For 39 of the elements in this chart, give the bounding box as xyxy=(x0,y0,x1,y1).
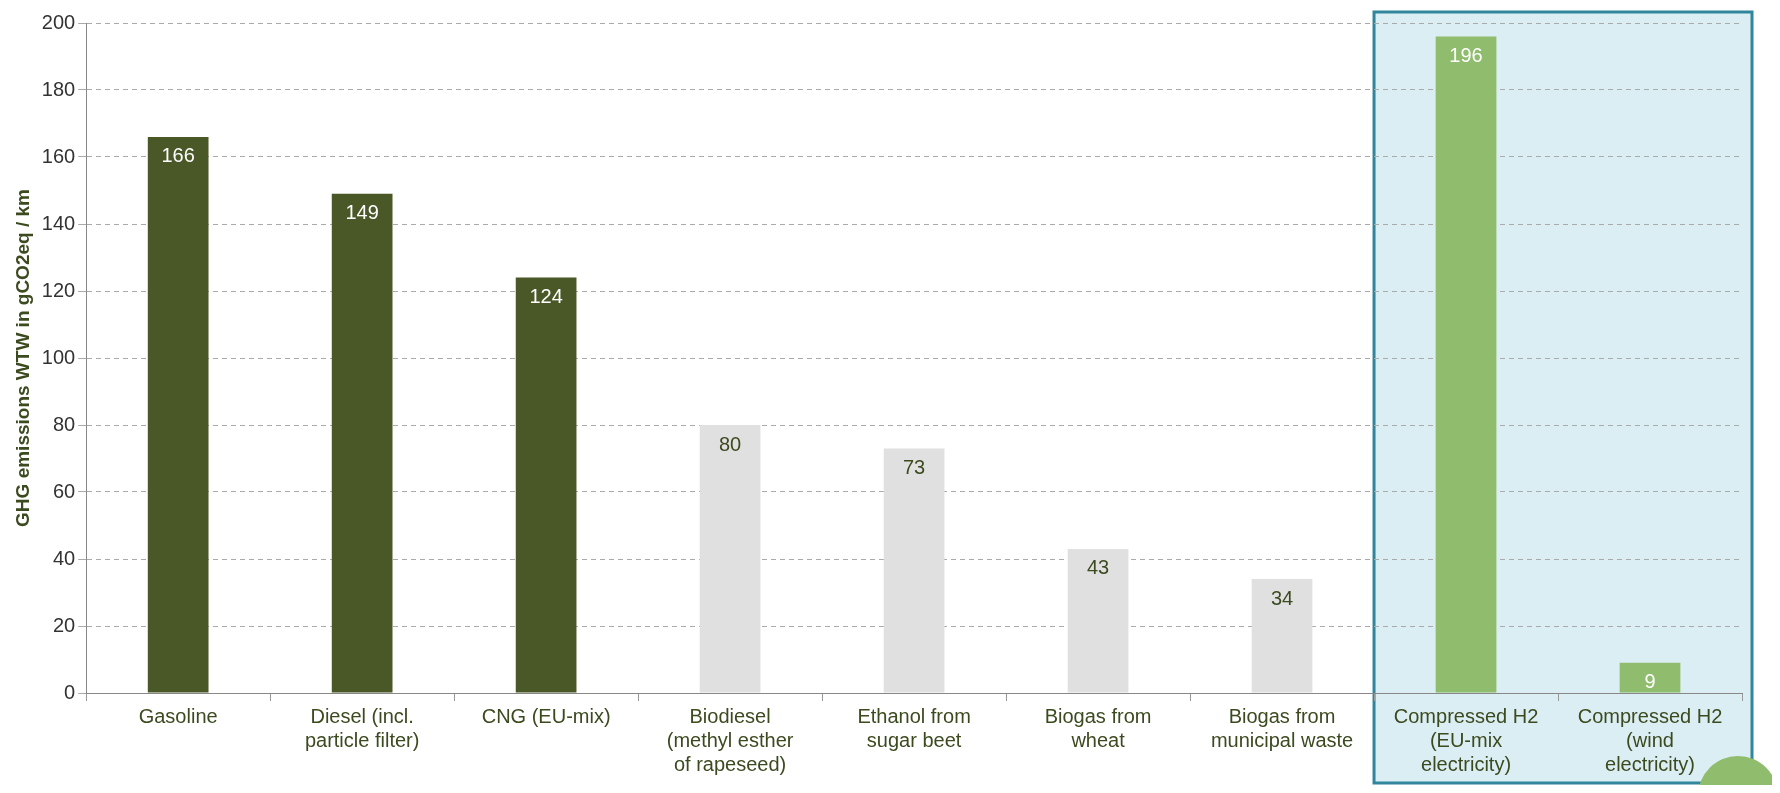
bar xyxy=(1067,548,1129,693)
x-tick-label: Diesel (incl. particle filter) xyxy=(304,704,420,751)
x-tick-label: Biogas from wheat xyxy=(1044,704,1152,751)
y-axis-title: GHG emissions WTW in gCO2eq / km xyxy=(11,189,33,527)
y-tick-label: 140 xyxy=(41,211,76,234)
x-tick-label: Biodiesel (methyl esther of rapeseed) xyxy=(666,704,794,775)
data-label: 34 xyxy=(1270,586,1294,609)
bar xyxy=(883,448,945,693)
data-label: 73 xyxy=(902,455,926,478)
bar xyxy=(147,136,209,693)
y-tick-label: 200 xyxy=(41,10,76,33)
x-tick-label: Compressed H2 (wind electricity) xyxy=(1577,704,1723,775)
bar xyxy=(1435,36,1497,693)
bar xyxy=(1251,579,1313,693)
y-tick-label: 60 xyxy=(52,479,76,502)
data-label: 149 xyxy=(345,201,379,224)
x-tick-label: Compressed H2 (EU-mix electricity) xyxy=(1393,704,1539,775)
data-label: 43 xyxy=(1086,556,1110,579)
bar xyxy=(331,193,393,693)
data-label: 196 xyxy=(1449,43,1483,66)
bar xyxy=(1619,662,1681,693)
y-tick-label: 40 xyxy=(52,546,76,569)
data-label: 124 xyxy=(529,285,563,308)
y-tick-label: 120 xyxy=(41,278,76,301)
data-label: 9 xyxy=(1644,670,1656,693)
x-tick-label: Ethanol from sugar beet xyxy=(857,704,971,751)
y-tick-label: 160 xyxy=(41,144,76,167)
bar xyxy=(699,425,761,693)
y-tick-label: 80 xyxy=(52,412,76,435)
data-label: 166 xyxy=(161,144,195,167)
y-tick-label: 180 xyxy=(41,77,76,100)
x-tick-label: Gasoline xyxy=(138,704,218,727)
x-tick-label: Biogas from municipal waste xyxy=(1210,704,1354,751)
x-tick-label: CNG (EU-mix) xyxy=(481,704,611,727)
y-tick-label: 20 xyxy=(52,613,76,636)
y-tick-label: 100 xyxy=(41,345,76,368)
data-label: 80 xyxy=(718,432,742,455)
bar xyxy=(515,277,577,693)
y-tick-label: 0 xyxy=(64,680,76,703)
